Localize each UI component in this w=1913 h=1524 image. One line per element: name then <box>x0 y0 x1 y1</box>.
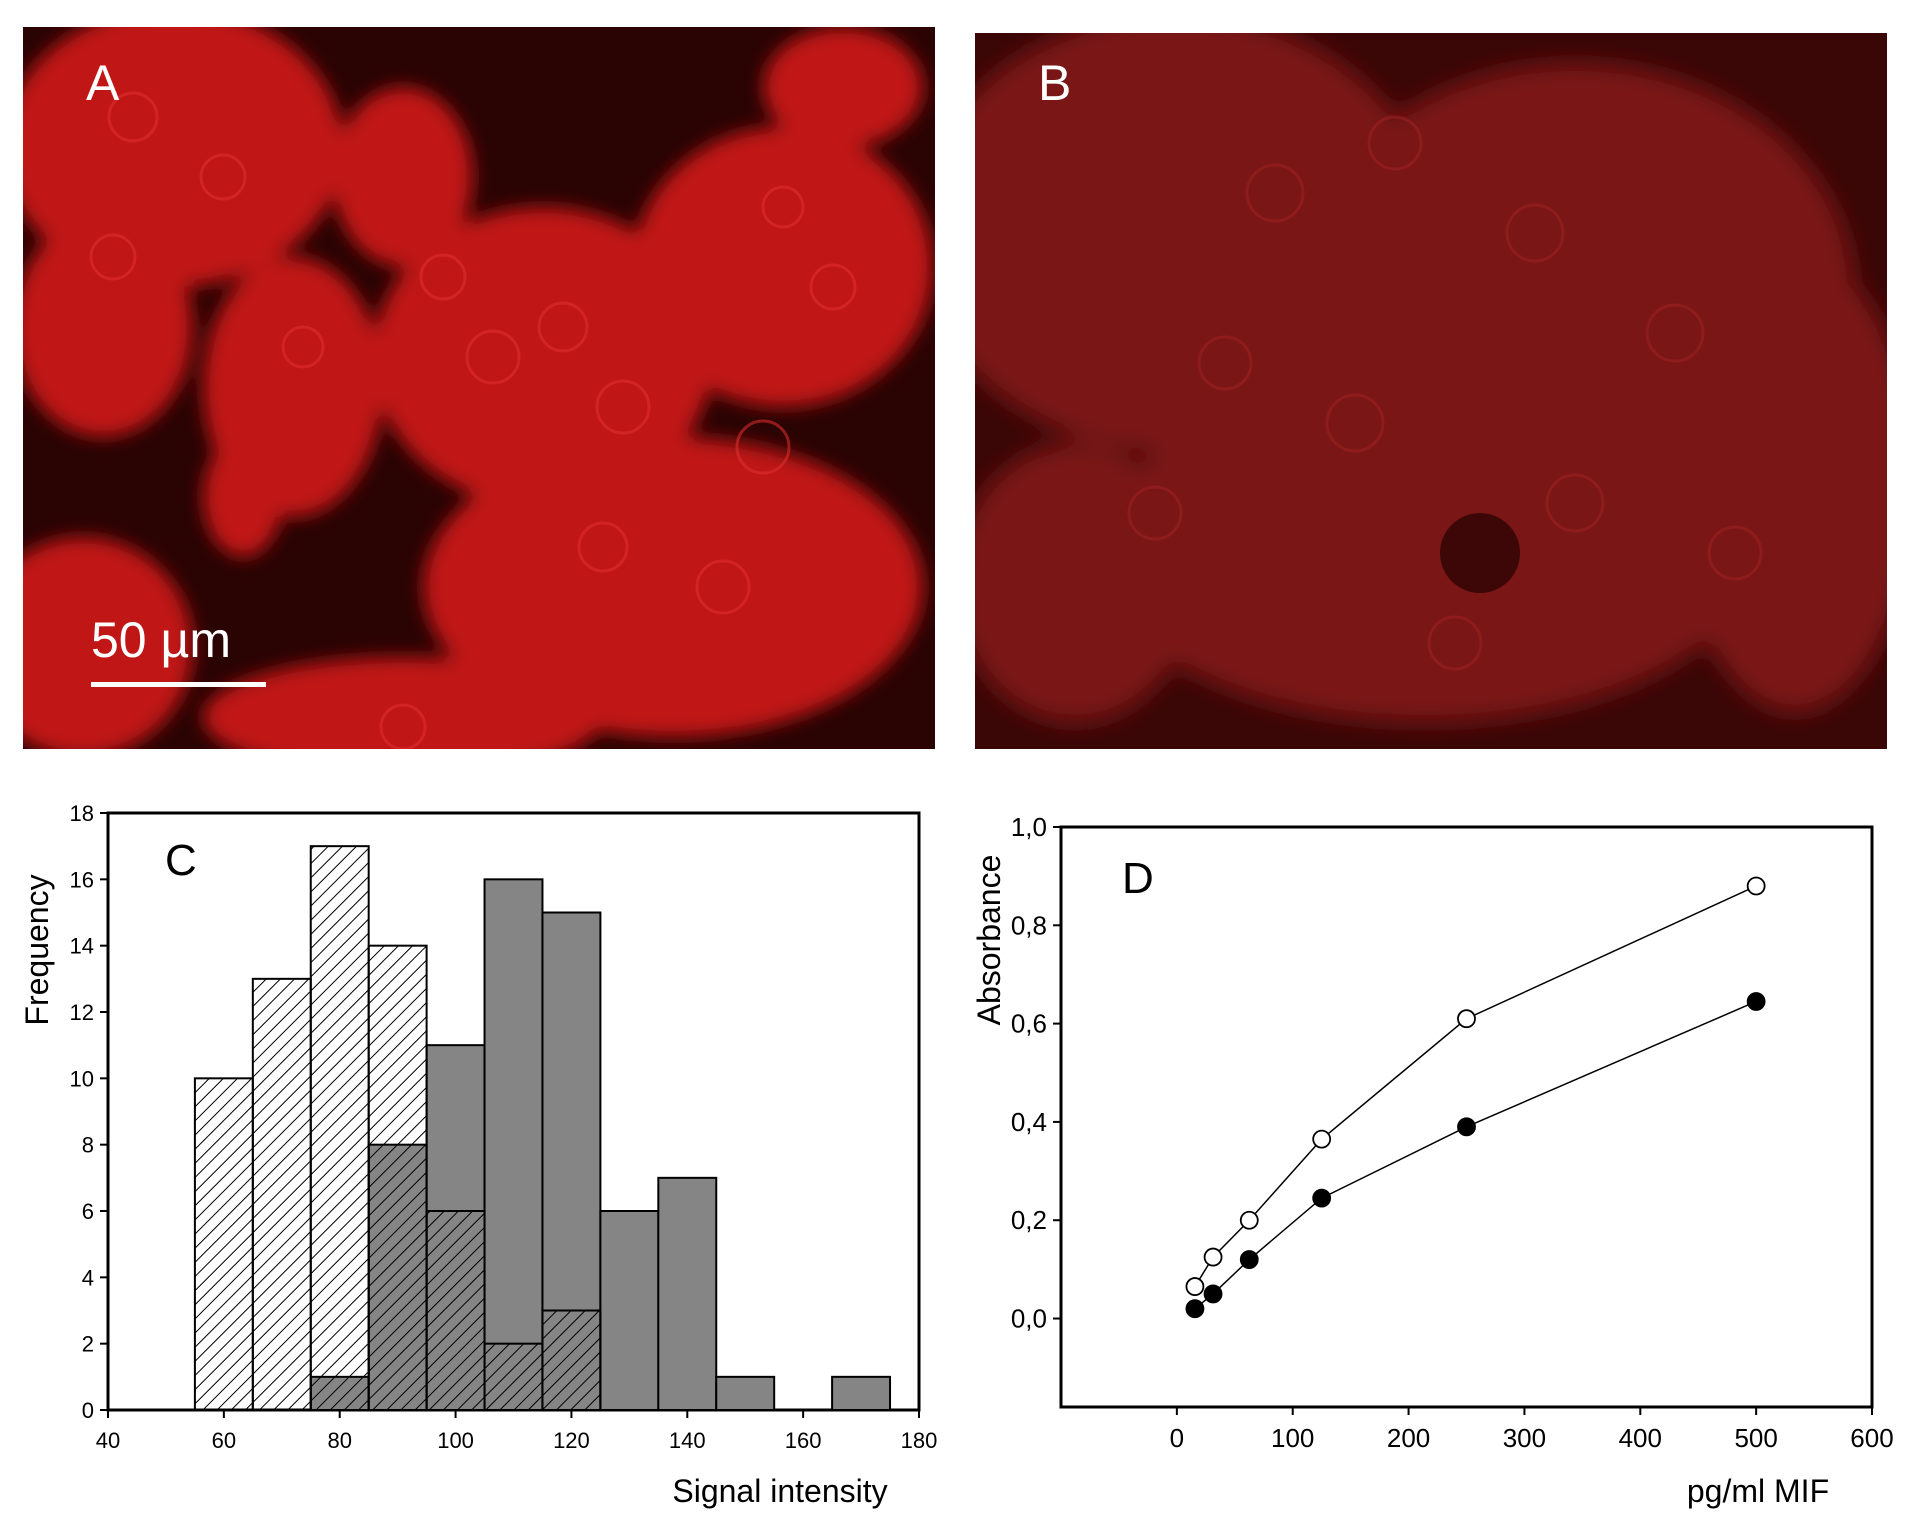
histogram-series-solid <box>309 878 892 1412</box>
histogram-x-axis-label: Signal intensity <box>672 1473 887 1509</box>
histogram-bar-solid-80 <box>309 1375 370 1412</box>
absorbance-point-filled-circle <box>1312 1188 1332 1208</box>
absorbance-series-lines <box>1194 885 1757 1310</box>
absorbance-line-open-circle <box>1194 885 1757 1287</box>
absorbance-chart: 0 100 200 300 400 500 600 0,0 0,2 0,4 0,6 0,8 1,0 D… <box>971 812 1894 1509</box>
histogram-bar-hatched-120 <box>541 1309 602 1411</box>
histogram-y-tick-label: 18 <box>70 801 94 826</box>
histogram-bar-hatched-100 <box>425 1210 486 1411</box>
panel-b-label: B <box>1038 55 1071 111</box>
absorbance-x-tick-label: 100 <box>1271 1423 1314 1453</box>
histogram-bar-solid-100 <box>425 1044 486 1411</box>
histogram-y-tick-label: 14 <box>70 934 94 959</box>
absorbance-point-open-circle <box>1457 1009 1476 1029</box>
absorbance-y-tick-label: 0,2 <box>1011 1205 1047 1235</box>
micrograph-panel-b: B <box>975 33 1887 749</box>
histogram-series-hatched <box>193 845 602 1412</box>
histogram-y-axis-label: Frequency <box>19 874 55 1025</box>
absorbance-point-open-circle <box>1239 1210 1259 1230</box>
micrograph-b-dark-gap <box>1440 513 1520 593</box>
histogram-x-tick-label: 120 <box>553 1428 590 1453</box>
histogram-x-tick-label: 40 <box>96 1428 120 1453</box>
micrograph-b-cells <box>975 33 1887 723</box>
absorbance-point-filled-circle <box>1185 1299 1205 1319</box>
absorbance-point-filled-circle <box>1239 1250 1259 1269</box>
histogram-bar-hatched-90 <box>367 944 428 1412</box>
micrograph-b-image: B <box>975 33 1887 749</box>
histogram-y-tick-label: 0 <box>82 1398 94 1423</box>
histogram-x-tick-label: 140 <box>669 1428 706 1453</box>
panel-a-label: A <box>86 55 120 111</box>
absorbance-plot-frame <box>1059 825 1874 1409</box>
absorbance-x-tick-label: 200 <box>1387 1423 1430 1453</box>
histogram-bar-solid-140 <box>657 1176 718 1412</box>
scale-bar <box>91 682 266 687</box>
micrograph-panel-a: A 50 µm <box>23 27 935 749</box>
absorbance-x-tick-label: 400 <box>1619 1423 1662 1453</box>
absorbance-y-axis-label: Absorbance <box>971 855 1007 1026</box>
panel-c-label: C <box>165 836 197 885</box>
histogram-x-tick-label: 100 <box>437 1428 474 1453</box>
scale-bar-label: 50 µm <box>91 612 231 668</box>
histogram-bar-solid-90 <box>367 1143 428 1411</box>
absorbance-y-tick-label: 0,8 <box>1011 910 1047 940</box>
histogram-x-tick-label: 180 <box>901 1428 938 1453</box>
panel-d-label: D <box>1122 854 1154 903</box>
micrograph-b-nuclei <box>1127 115 1763 671</box>
histogram-y-tick-label: 2 <box>82 1332 94 1357</box>
histogram-x-tick-label: 80 <box>327 1428 351 1453</box>
absorbance-point-filled-circle <box>1746 992 1766 1011</box>
absorbance-point-open-circle <box>1203 1247 1223 1267</box>
absorbance-x-tick-label: 0 <box>1170 1423 1184 1453</box>
histogram-bar-solid-170 <box>831 1375 892 1412</box>
micrograph-a-cells <box>23 27 933 749</box>
histogram-y-tick-label: 6 <box>82 1199 94 1224</box>
absorbance-x-tick-label: 300 <box>1503 1423 1546 1453</box>
histogram-bar-hatched-70 <box>251 977 312 1411</box>
absorbance-y-ticks: 0,0 0,2 0,4 0,6 0,8 1,0 <box>1011 812 1061 1334</box>
absorbance-y-tick-label: 0,4 <box>1011 1107 1047 1137</box>
absorbance-line-filled-circle <box>1194 1000 1757 1310</box>
absorbance-x-axis-label: pg/ml MIF <box>1687 1473 1829 1509</box>
histogram-bar-solid-150 <box>715 1375 776 1412</box>
absorbance-point-open-circle <box>1746 876 1766 896</box>
absorbance-point-filled-circle <box>1457 1117 1476 1137</box>
absorbance-point-filled-circle <box>1203 1284 1223 1304</box>
absorbance-y-tick-label: 0,0 <box>1011 1304 1047 1334</box>
histogram-y-tick-label: 4 <box>82 1265 94 1290</box>
histogram-bar-hatched-60 <box>193 1077 254 1412</box>
histogram-bar-solid-130 <box>599 1210 660 1411</box>
histogram-y-ticks: 0 2 4 6 8 10 12 14 16 18 <box>70 801 108 1423</box>
absorbance-y-tick-label: 1,0 <box>1011 812 1047 842</box>
histogram-y-tick-label: 12 <box>70 1000 94 1025</box>
histogram-y-tick-label: 10 <box>70 1066 94 1091</box>
absorbance-point-open-circle <box>1185 1277 1205 1296</box>
histogram-bar-solid-120 <box>541 911 602 1411</box>
histogram-bar-hatched-110 <box>483 1342 544 1411</box>
absorbance-y-tick-label: 0,6 <box>1011 1009 1047 1039</box>
micrograph-a-image: A 50 µm <box>23 27 935 749</box>
histogram-y-tick-label: 16 <box>70 867 94 892</box>
histogram-bar-hatched-80 <box>309 845 370 1411</box>
absorbance-point-open-circle <box>1312 1129 1332 1149</box>
histogram-plot-frame <box>106 811 921 1412</box>
absorbance-x-tick-label: 500 <box>1734 1423 1777 1453</box>
histogram-x-ticks: 40 60 80 100 120 140 160 180 <box>96 1410 938 1453</box>
histogram-y-tick-label: 8 <box>82 1133 94 1158</box>
histogram-x-tick-label: 160 <box>785 1428 822 1453</box>
absorbance-series-points <box>1185 876 1766 1319</box>
histogram-x-tick-label: 60 <box>212 1428 236 1453</box>
absorbance-x-tick-label: 600 <box>1850 1423 1893 1453</box>
micrograph-a-nuclei <box>89 91 857 749</box>
histogram-bar-solid-110 <box>483 878 544 1411</box>
absorbance-x-ticks: 0 100 200 300 400 500 600 <box>1170 1407 1894 1453</box>
